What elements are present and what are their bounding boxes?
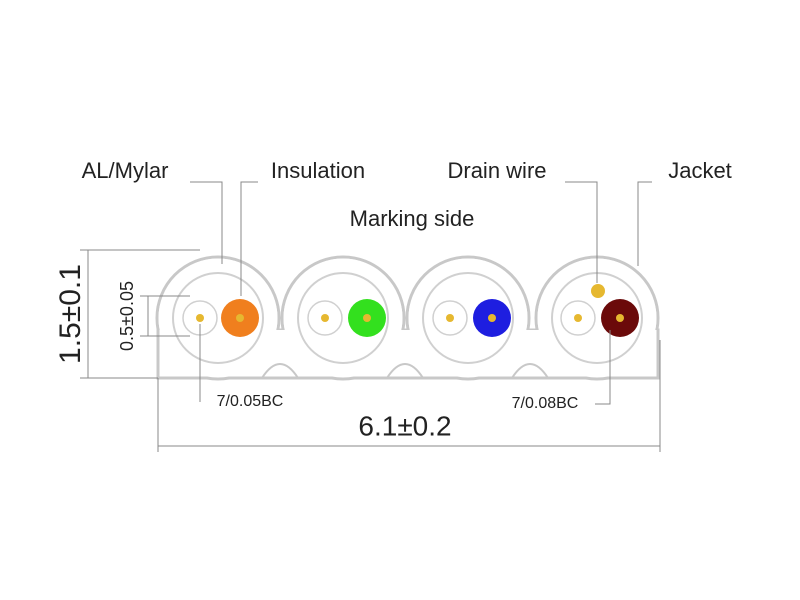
conductor-drain: 7/0.08BC	[512, 395, 579, 412]
strands	[196, 284, 624, 322]
callout-drain-wire: Drain wire	[447, 158, 546, 183]
callout-jacket: Jacket	[668, 158, 732, 183]
dim-conductor: 0.5±0.05	[117, 281, 137, 351]
conductor-signal: 7/0.05BC	[217, 393, 284, 410]
jacket-outline	[155, 255, 660, 381]
dim-height: 1.5±0.1	[54, 264, 87, 364]
callout-marking-side: Marking side	[350, 206, 475, 231]
callout-al-mylar: AL/Mylar	[82, 158, 169, 183]
callout-insulation: Insulation	[271, 158, 365, 183]
dim-width: 6.1±0.2	[358, 410, 451, 441]
leader-lines	[80, 181, 661, 452]
